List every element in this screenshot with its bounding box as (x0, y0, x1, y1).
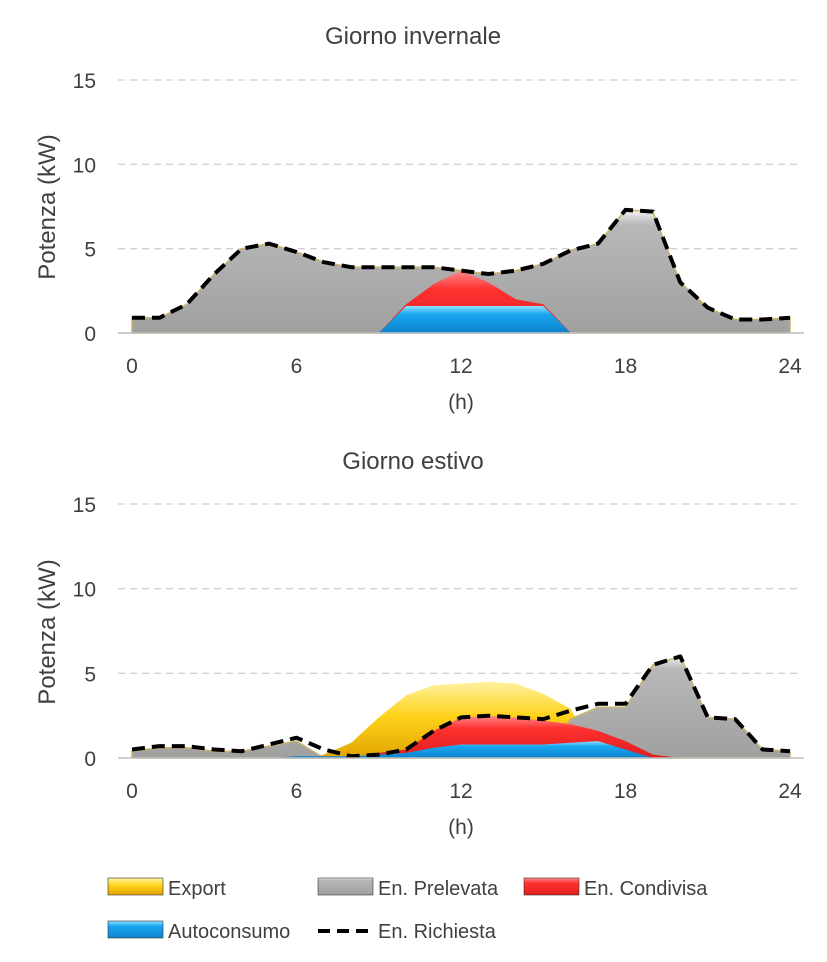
y-tick-label: 15 (73, 70, 96, 93)
legend-label: Autoconsumo (168, 921, 290, 943)
legend-item-en-richiesta: En. Richiesta (318, 921, 497, 943)
x-tick-label: 12 (449, 780, 472, 803)
chart-title: Giorno invernale (325, 23, 501, 50)
y-tick-label: 15 (73, 494, 96, 517)
gridlines (118, 79, 800, 250)
legend: Export En. Prelevata En. Condivisa Autocons… (107, 877, 708, 943)
area-series (131, 655, 791, 759)
y-tick-label: 5 (84, 663, 96, 686)
x-tick-label: 12 (449, 355, 472, 378)
legend-label: En. Richiesta (378, 921, 497, 943)
y-axis-label: Potenza (kW) (34, 559, 61, 704)
legend-item-export: Export (107, 877, 226, 900)
x-axis-label: (h) (448, 391, 474, 414)
legend-swatch (107, 877, 164, 896)
legend-item-autoconsumo: Autoconsumo (107, 920, 290, 943)
y-tick-label: 0 (84, 748, 96, 771)
demand-line (131, 654, 791, 759)
y-tick-label: 10 (73, 154, 96, 177)
line-en-richiesta (132, 207, 791, 322)
legend-item-en-prelevata: En. Prelevata (317, 877, 499, 900)
x-tick-label: 0 (126, 780, 138, 803)
x-tick-labels: 0 6 12 18 24 (126, 355, 802, 378)
x-tick-label: 18 (614, 355, 637, 378)
area-en-condivisa (132, 715, 790, 758)
legend-swatch (107, 920, 164, 939)
legend-label: Export (168, 878, 226, 900)
area-series (131, 209, 791, 334)
x-tick-label: 6 (291, 780, 303, 803)
area-autoconsumo (132, 306, 790, 333)
chart-winter: Giorno invernale 0 5 10 15 0 6 12 18 24 (h) Pot… (34, 23, 804, 414)
legend-label: En. Prelevata (378, 878, 499, 900)
legend-item-en-condivisa: En. Condivisa (523, 877, 708, 900)
x-tick-label: 18 (614, 780, 637, 803)
area-autoconsumo (132, 741, 790, 758)
y-axis-label: Potenza (kW) (34, 134, 61, 279)
x-axis-label: (h) (448, 816, 474, 839)
x-tick-labels: 0 6 12 18 24 (126, 780, 802, 803)
y-tick-label: 5 (84, 239, 96, 262)
legend-swatch (317, 877, 374, 896)
y-tick-labels: 0 5 10 15 (73, 70, 96, 346)
line-en-richiesta (131, 654, 791, 759)
legend-swatch (523, 877, 580, 896)
y-tick-labels: 0 5 10 15 (73, 494, 96, 771)
demand-line (132, 207, 791, 322)
x-tick-label: 0 (126, 355, 138, 378)
gridlines (118, 503, 800, 674)
y-tick-label: 10 (73, 579, 96, 602)
area-en-condivisa (132, 270, 790, 333)
chart-summer: Giorno estivo 0 5 10 15 0 6 12 18 24 (h) Potenz… (34, 448, 804, 839)
y-tick-label: 0 (84, 323, 96, 346)
chart-title: Giorno estivo (342, 448, 483, 475)
x-tick-label: 24 (778, 355, 802, 378)
legend-label: En. Condivisa (584, 878, 708, 900)
x-tick-label: 6 (291, 355, 303, 378)
x-tick-label: 24 (778, 780, 802, 803)
